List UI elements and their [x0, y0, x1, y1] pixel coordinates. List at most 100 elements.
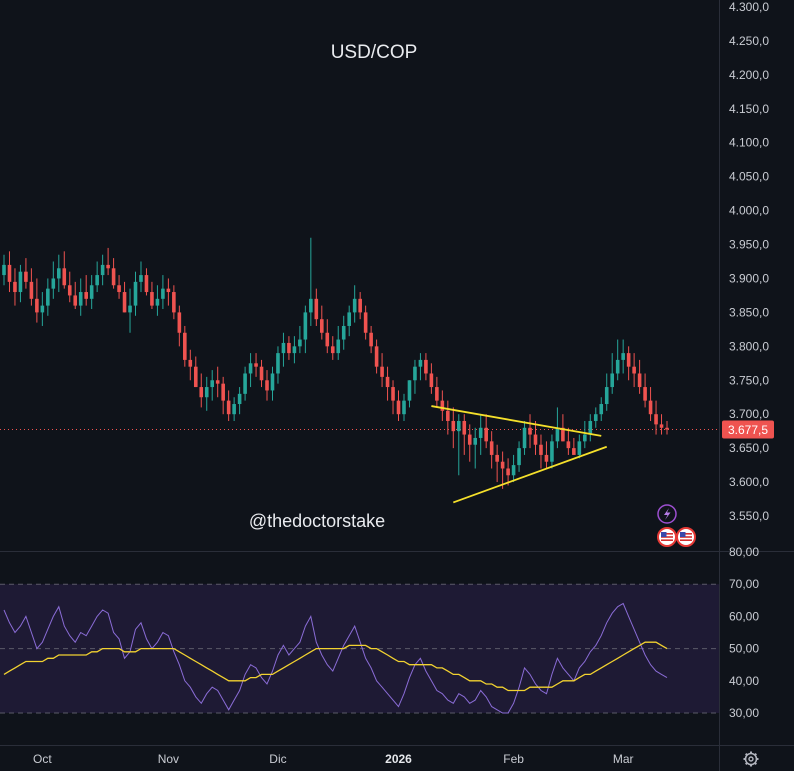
candle[interactable]: [292, 336, 297, 364]
candle[interactable]: [632, 353, 636, 388]
us-flag-icon[interactable]: [676, 527, 696, 547]
candle[interactable]: [550, 434, 554, 469]
rsi-axis[interactable]: 80,00 70,00 60,00 50,00 40,00 30,00: [729, 545, 759, 720]
candle[interactable]: [24, 258, 28, 289]
candle[interactable]: [183, 325, 187, 367]
candle[interactable]: [583, 420, 587, 449]
candle[interactable]: [78, 278, 83, 316]
candle[interactable]: [46, 278, 50, 316]
candle[interactable]: [29, 268, 34, 306]
candle[interactable]: [626, 346, 631, 381]
candle[interactable]: [139, 261, 143, 293]
candle[interactable]: [533, 420, 538, 455]
candle[interactable]: [243, 366, 247, 401]
candle[interactable]: [166, 278, 171, 306]
candle[interactable]: [204, 376, 209, 411]
candle[interactable]: [221, 376, 225, 415]
candle[interactable]: [599, 397, 604, 421]
candle[interactable]: [287, 336, 291, 360]
candle[interactable]: [391, 380, 395, 415]
candle[interactable]: [539, 434, 543, 469]
candle[interactable]: [73, 281, 78, 310]
candle[interactable]: [495, 444, 499, 483]
candle[interactable]: [325, 319, 330, 354]
price-axis[interactable]: 4.300,0 4.250,0 4.200,0 4.150,0 4.100,0 4.050…: [729, 0, 769, 523]
candle[interactable]: [369, 325, 373, 354]
candle[interactable]: [451, 407, 456, 449]
settings-gear-icon[interactable]: [743, 751, 759, 767]
candle[interactable]: [648, 387, 653, 421]
candle[interactable]: [522, 420, 527, 455]
candle[interactable]: [259, 359, 264, 388]
candle[interactable]: [446, 400, 450, 435]
candle[interactable]: [577, 434, 582, 459]
candle[interactable]: [281, 332, 286, 367]
candle[interactable]: [396, 390, 401, 421]
candle[interactable]: [659, 414, 664, 435]
candle[interactable]: [330, 336, 335, 360]
candle[interactable]: [473, 427, 478, 469]
candle[interactable]: [593, 407, 598, 428]
candle[interactable]: [67, 271, 72, 303]
candle[interactable]: [413, 359, 417, 394]
candle[interactable]: [621, 339, 625, 374]
candle[interactable]: [144, 268, 149, 296]
lightning-icon[interactable]: [657, 504, 677, 524]
candle[interactable]: [193, 356, 198, 388]
candle[interactable]: [604, 373, 609, 411]
candle[interactable]: [7, 251, 12, 293]
candle[interactable]: [418, 353, 423, 381]
candles[interactable]: [2, 237, 669, 489]
candle[interactable]: [133, 271, 138, 316]
candle[interactable]: [265, 370, 269, 401]
candle[interactable]: [528, 414, 532, 449]
candle[interactable]: [100, 254, 105, 286]
candle[interactable]: [429, 363, 434, 394]
candle[interactable]: [643, 373, 647, 408]
candle[interactable]: [544, 441, 549, 469]
candle[interactable]: [407, 380, 412, 408]
candle[interactable]: [336, 325, 341, 360]
candle[interactable]: [199, 373, 204, 408]
candle[interactable]: [484, 414, 488, 449]
candle[interactable]: [111, 258, 116, 289]
candle[interactable]: [456, 414, 461, 476]
candle[interactable]: [462, 414, 467, 455]
candle[interactable]: [298, 325, 302, 354]
candle[interactable]: [128, 288, 132, 333]
candle[interactable]: [572, 437, 576, 455]
candle[interactable]: [424, 353, 428, 381]
candle[interactable]: [610, 353, 615, 394]
candle[interactable]: [320, 305, 324, 340]
candle[interactable]: [254, 353, 258, 377]
candle[interactable]: [374, 339, 379, 374]
candle[interactable]: [517, 441, 521, 472]
candle[interactable]: [588, 414, 593, 442]
candle[interactable]: [226, 390, 231, 421]
candle[interactable]: [615, 339, 620, 381]
candle[interactable]: [303, 305, 308, 354]
candle[interactable]: [500, 451, 505, 489]
candle[interactable]: [363, 305, 368, 340]
candle[interactable]: [177, 305, 182, 347]
trendlines[interactable]: [431, 405, 608, 504]
candle[interactable]: [341, 315, 346, 350]
candle[interactable]: [467, 424, 472, 462]
candle[interactable]: [385, 366, 390, 401]
candle[interactable]: [478, 414, 483, 455]
candle[interactable]: [161, 275, 165, 310]
candle[interactable]: [566, 427, 571, 455]
candle[interactable]: [40, 292, 45, 326]
candle[interactable]: [56, 254, 61, 293]
candle[interactable]: [637, 359, 642, 394]
candle[interactable]: [665, 420, 669, 435]
candle[interactable]: [122, 281, 127, 313]
candle[interactable]: [248, 353, 253, 388]
candle[interactable]: [309, 237, 313, 326]
candle[interactable]: [35, 278, 39, 323]
candle[interactable]: [106, 247, 110, 276]
candle[interactable]: [270, 366, 275, 401]
candle[interactable]: [654, 400, 658, 435]
candle[interactable]: [95, 261, 99, 293]
candle[interactable]: [150, 281, 154, 310]
